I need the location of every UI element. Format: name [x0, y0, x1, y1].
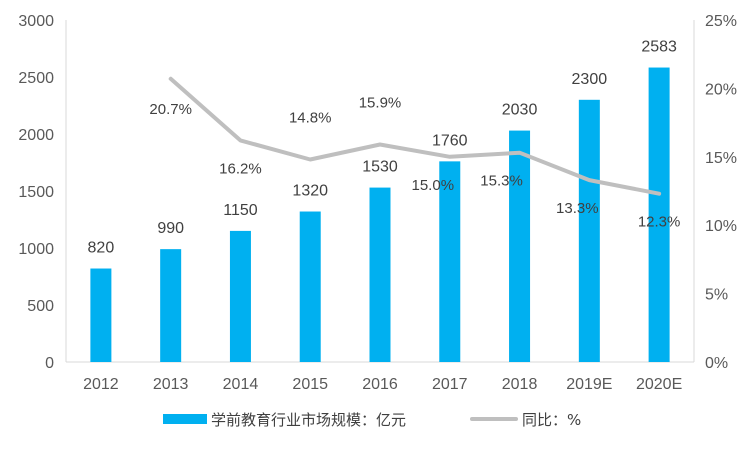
- right-tick-label: 15%: [705, 150, 737, 167]
- bar-2012: [90, 268, 112, 362]
- yoy-line: [168, 76, 662, 196]
- right-tick-label: 20%: [705, 81, 737, 98]
- line-value-label: 14.8%: [289, 110, 332, 127]
- bar-value-label: 1320: [292, 183, 328, 200]
- line-series-group: [168, 76, 662, 196]
- bar-value-label: 1530: [362, 159, 398, 176]
- bar-value-label: 1150: [223, 202, 258, 219]
- left-tick-label: 2500: [18, 70, 54, 87]
- bar-2020E: [648, 67, 670, 363]
- bar-2013: [160, 249, 182, 362]
- bar-value-label: 2030: [502, 102, 538, 119]
- legend: 学前教育行业市场规模：亿元 同比：%: [163, 411, 581, 429]
- left-tick-label: 2000: [18, 127, 54, 144]
- x-tick-label: 2018: [502, 376, 538, 393]
- x-tick-label: 2016: [362, 376, 398, 393]
- line-value-label: 15.0%: [412, 177, 455, 194]
- x-tick-label: 2017: [432, 376, 468, 393]
- bar-value-label: 820: [88, 240, 115, 257]
- legend-bar-label: 学前教育行业市场规模：亿元: [211, 411, 406, 429]
- legend-bar-swatch: [163, 414, 207, 424]
- x-tick-label: 2012: [83, 376, 119, 393]
- line-labels-group: 20.7% 16.2% 14.8% 15.9% 15.0% 15.3% 13.3% 12.3%: [149, 94, 680, 230]
- line-value-label: 15.3%: [480, 173, 523, 190]
- x-tick-labels: 2012 2013 2014 2015 2016 2017 2018 2019E 2020E: [83, 376, 682, 393]
- right-tick-label: 0%: [705, 355, 728, 372]
- bar-2019E: [578, 99, 600, 363]
- left-tick-labels: 0 500 1000 1500 2000 2500 3000: [18, 13, 54, 372]
- bar-2018: [509, 130, 531, 362]
- line-value-label: 15.9%: [359, 94, 402, 111]
- right-tick-label: 5%: [705, 287, 728, 304]
- line-value-label: 20.7%: [149, 101, 192, 118]
- bar-value-label: 990: [157, 220, 184, 237]
- left-tick-label: 500: [27, 298, 54, 315]
- left-tick-label: 3000: [18, 13, 54, 30]
- right-tick-labels: 0% 5% 10% 15% 20% 25%: [705, 13, 737, 372]
- bar-2017: [439, 161, 461, 362]
- line-value-label: 12.3%: [638, 214, 681, 231]
- x-tick-label: 2015: [292, 376, 328, 393]
- left-tick-label: 0: [45, 355, 54, 372]
- x-tick-label: 2013: [153, 376, 189, 393]
- left-tick-label: 1000: [18, 241, 54, 258]
- right-tick-label: 25%: [705, 13, 737, 30]
- x-tick-label: 2020E: [636, 376, 682, 393]
- bar-labels-group: 820 990 1150 1320 1530 1760 2030 2300 2583: [88, 39, 677, 257]
- bar-value-label: 2300: [572, 71, 608, 88]
- bar-2014: [229, 230, 251, 362]
- bar-2016: [369, 187, 391, 362]
- bar-series-group: [90, 67, 670, 363]
- bar-2015: [299, 211, 321, 362]
- bar-value-label: 1760: [432, 132, 468, 149]
- x-tick-label: 2019E: [566, 376, 612, 393]
- line-value-label: 16.2%: [219, 160, 262, 177]
- legend-line-label: 同比：%: [522, 411, 581, 429]
- right-tick-label: 10%: [705, 218, 737, 235]
- x-tick-label: 2014: [223, 376, 259, 393]
- left-tick-label: 1500: [18, 184, 54, 201]
- line-value-label: 13.3%: [556, 200, 599, 217]
- bar-value-label: 2583: [641, 39, 677, 56]
